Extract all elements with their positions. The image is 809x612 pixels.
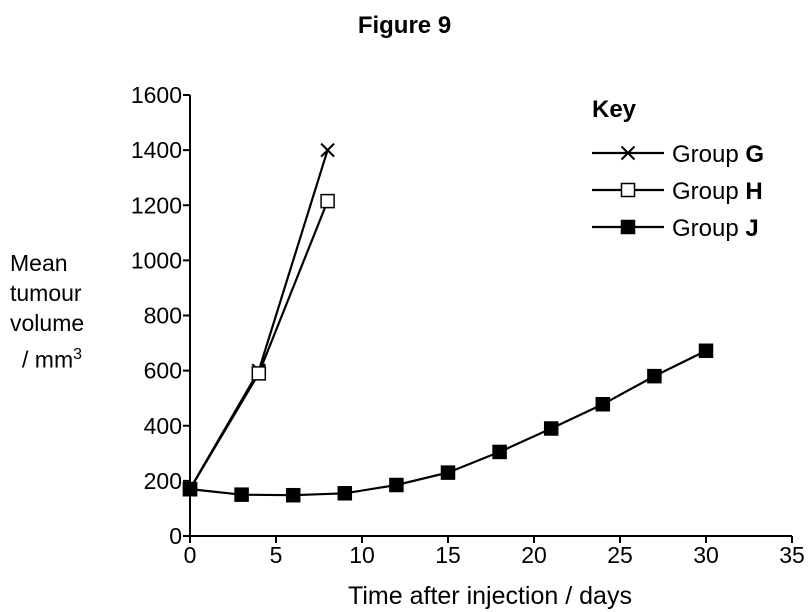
filled-square-marker xyxy=(285,487,301,503)
y-tick-label: 1400 xyxy=(131,137,182,163)
y-axis-label-line: Mean xyxy=(10,250,68,276)
cross-marker xyxy=(320,142,335,158)
x-tick-label: 0 xyxy=(184,542,197,568)
series-group-j xyxy=(182,343,714,503)
x-tick-label: 35 xyxy=(779,542,805,568)
open-square-marker xyxy=(320,193,335,209)
filled-square-marker xyxy=(389,477,404,493)
axes: 0 200 400 600 800 1000 1200 1400 1600 0 5 10 15 20 25 3… xyxy=(131,82,805,568)
x-tick-label: 10 xyxy=(349,542,375,568)
x-axis-label: Time after injection / days xyxy=(348,582,632,610)
y-tick-label: 1600 xyxy=(131,82,182,108)
legend-label: Group H xyxy=(672,178,763,205)
y-tick-label: 1000 xyxy=(131,247,182,273)
legend-label-letter: J xyxy=(745,215,758,242)
y-axis-label-line: volume xyxy=(10,310,85,336)
legend-label-prefix: Group xyxy=(672,178,745,205)
y-tick-label: 0 xyxy=(169,523,182,549)
legend-item: Group J xyxy=(592,215,759,242)
filled-square-marker xyxy=(595,397,611,412)
y-tick-label: 600 xyxy=(144,358,182,384)
figure-title: Figure 9 xyxy=(357,12,452,39)
x-tick-label: 15 xyxy=(435,542,461,568)
y-tick-label: 400 xyxy=(144,413,182,439)
cross-marker xyxy=(620,145,636,161)
filled-square-marker xyxy=(492,444,507,460)
filled-square-marker xyxy=(234,487,249,502)
x-tick-label: 25 xyxy=(607,542,633,568)
y-tick-label: 800 xyxy=(144,303,182,329)
filled-square-marker xyxy=(182,481,198,497)
filled-square-marker xyxy=(440,465,456,480)
x-tick-label: 20 xyxy=(521,542,547,568)
x-tick-label: 30 xyxy=(693,542,719,568)
y-tick-label: 200 xyxy=(144,468,182,494)
filled-square-marker xyxy=(620,219,636,235)
filled-square-marker xyxy=(647,368,662,384)
filled-square-marker xyxy=(543,421,559,436)
legend-label-prefix: Group xyxy=(672,215,745,242)
legend-label-letter: H xyxy=(745,178,762,205)
legend-label-prefix: Group xyxy=(672,141,745,168)
y-axis-unit-superscript: 3 xyxy=(73,346,83,363)
filled-square-marker xyxy=(337,486,353,501)
open-square-marker xyxy=(251,366,267,381)
legend-item: Group H xyxy=(592,178,763,205)
legend-title: Key xyxy=(592,96,637,123)
filled-square-marker xyxy=(698,343,714,359)
series-group-h xyxy=(182,193,335,497)
plot-series xyxy=(182,142,714,503)
cross-stroke xyxy=(620,145,636,161)
y-axis-unit: / mm xyxy=(22,346,74,373)
series-line xyxy=(189,200,329,490)
y-tick-label: 1200 xyxy=(131,192,182,218)
cross-stroke xyxy=(320,142,335,158)
series-line xyxy=(189,149,329,490)
legend-label: Group G xyxy=(672,141,764,168)
legend-label-letter: G xyxy=(745,141,764,168)
y-axis-label-line: / mm3 xyxy=(22,340,82,375)
x-tick-label: 5 xyxy=(270,542,283,568)
open-square-marker xyxy=(620,182,636,198)
legend-item: Group G xyxy=(592,141,764,168)
series-group-g xyxy=(182,142,335,497)
y-axis-label-line: tumour xyxy=(10,280,82,306)
legend-label: Group J xyxy=(672,215,759,242)
